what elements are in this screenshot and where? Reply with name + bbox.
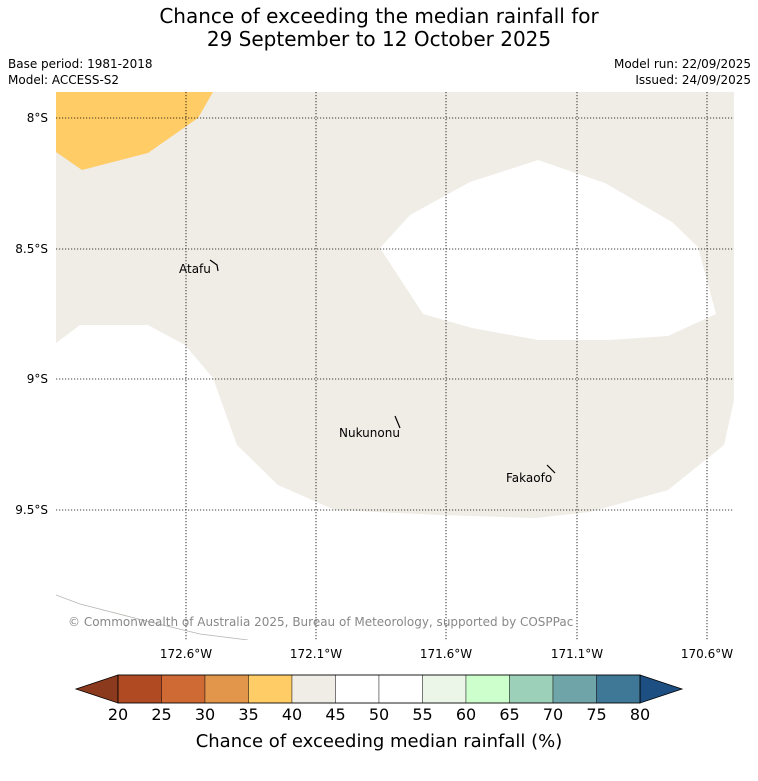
issued-text: Issued: 24/09/2025: [635, 73, 751, 87]
model-text: Model: ACCESS-S2: [8, 73, 120, 87]
colorbar-segment: [117, 674, 162, 704]
atafu-atoll-outline: [209, 259, 219, 272]
contour-edge-south: [56, 594, 249, 640]
nukunonu-atoll-outline: [394, 415, 401, 429]
colorbar-segments: [117, 674, 641, 704]
rainfall-band-35-40: [56, 92, 213, 170]
colorbar-over-arrow: [639, 674, 684, 704]
colorbar-segment: [378, 674, 423, 704]
colorbar-frame: [117, 674, 641, 704]
map-panel[interactable]: Atafu Nukunonu Fakaofo © Commonwealth of…: [56, 92, 734, 640]
colorbar-tick-label: 30: [195, 705, 215, 724]
meta-right: Model run: 22/09/2025 Issued: 24/09/2025: [614, 56, 751, 88]
copyright-text: © Commonwealth of Australia 2025, Bureau…: [68, 615, 573, 629]
colorbar-segment: [596, 674, 641, 704]
lat-label-9-5s: 9.5°S: [15, 503, 48, 517]
colorbar-tick-label: 25: [151, 705, 171, 724]
colorbar-tick-label: 45: [325, 705, 345, 724]
colorbar-tick-label: 20: [108, 705, 128, 724]
fakaofo-atoll-outline: [546, 464, 556, 474]
colorbar-tick-label: 50: [369, 705, 389, 724]
colorbar: 20 25 30 35 40 45 50 55 60 65 70 75 80 Chance of exc…: [74, 674, 684, 752]
lon-label-172-1w: 172.1°W: [290, 647, 342, 661]
place-label-atafu: Atafu: [179, 262, 211, 276]
model-run-text: Model run: 22/09/2025: [613, 57, 751, 71]
map-title: Chance of exceeding the median rainfall …: [0, 5, 758, 51]
colorbar-segment: [552, 674, 597, 704]
colorbar-segment: [509, 674, 554, 704]
place-label-nukunonu: Nukunonu: [339, 426, 400, 440]
colorbar-title: Chance of exceeding median rainfall (%): [196, 731, 563, 752]
map-title-line-1: Chance of exceeding the median rainfall …: [159, 4, 599, 28]
colorbar-segment: [335, 674, 380, 704]
lat-label-8s: 8°S: [27, 111, 48, 125]
colorbar-tick-label: 80: [630, 705, 650, 724]
colorbar-segment: [291, 674, 336, 704]
colorbar-under-arrow: [74, 674, 119, 704]
base-period-text: Base period: 1981-2018: [8, 57, 153, 71]
rainfall-region-45-55-central: [380, 160, 716, 340]
colorbar-tick-label: 70: [543, 705, 563, 724]
graticule: [56, 92, 734, 640]
colorbar-tick-label: 35: [238, 705, 258, 724]
meta-left: Base period: 1981-2018 Model: ACCESS-S2: [8, 56, 153, 88]
rainfall-region-45-55-south: [56, 595, 248, 640]
colorbar-segment: [204, 674, 249, 704]
colorbar-segment: [465, 674, 510, 704]
lon-label-172-6w: 172.6°W: [160, 647, 212, 661]
lon-label-171-6w: 171.6°W: [420, 647, 472, 661]
colorbar-tick-labels: 20 25 30 35 40 45 50 55 60 65 70 75 80: [108, 705, 650, 724]
lon-label-171-1w: 171.1°W: [551, 647, 603, 661]
colorbar-segment: [161, 674, 206, 704]
map-title-line-2: 29 September to 12 October 2025: [206, 27, 552, 51]
place-label-fakaofo: Fakaofo: [506, 471, 552, 485]
lat-label-8-5s: 8.5°S: [15, 242, 48, 256]
colorbar-tick-label: 75: [586, 705, 606, 724]
colorbar-segment: [248, 674, 293, 704]
lon-label-170-6w: 170.6°W: [681, 647, 733, 661]
colorbar-segment: [422, 674, 467, 704]
lat-label-9s: 9°S: [27, 372, 48, 386]
colorbar-tick-label: 40: [282, 705, 302, 724]
colorbar-tick-label: 60: [456, 705, 476, 724]
colorbar-tick-label: 65: [499, 705, 519, 724]
colorbar-tick-label: 55: [412, 705, 432, 724]
